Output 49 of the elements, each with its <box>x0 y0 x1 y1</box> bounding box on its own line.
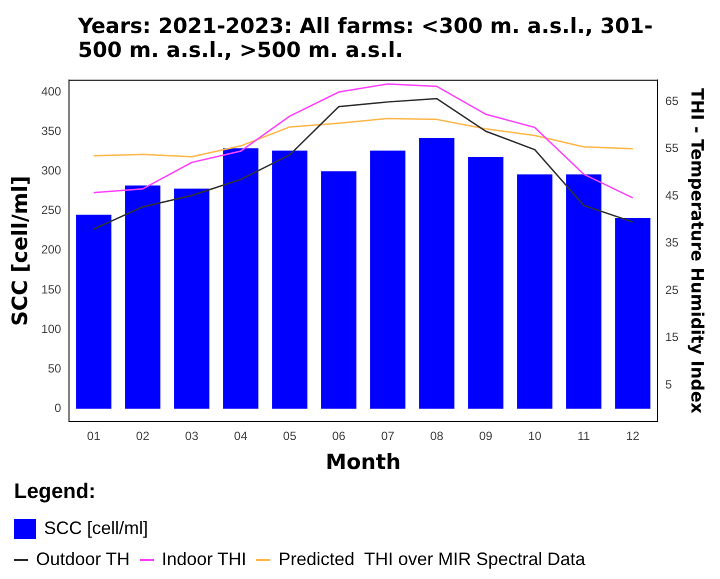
bar <box>370 150 406 409</box>
bar <box>615 218 650 409</box>
y-tick-label: 200 <box>41 242 62 257</box>
bar <box>517 174 552 409</box>
bar <box>566 174 602 409</box>
x-tick-label: 08 <box>430 428 444 443</box>
bar <box>272 150 308 409</box>
x-tick-label: 04 <box>234 428 248 443</box>
bar <box>419 138 454 409</box>
bar <box>174 188 210 409</box>
x-tick-label: 02 <box>136 428 150 443</box>
y2-tick-label: 65 <box>665 94 679 108</box>
y-tick-label: 250 <box>41 203 62 218</box>
x-tick-label: 10 <box>528 428 542 443</box>
legend-label: Outdoor TH <box>36 549 130 570</box>
y2-tick-label: 25 <box>665 282 679 297</box>
y2-tick-label: 55 <box>665 141 679 156</box>
y-tick-label: 50 <box>48 361 62 376</box>
y-tick-label: 400 <box>41 84 62 98</box>
bar <box>125 185 160 409</box>
y-tick-label: 300 <box>41 164 62 178</box>
x-axis-title: Month <box>326 450 401 474</box>
bar <box>223 148 258 409</box>
legend-label: Predicted THI over MIR Spectral Data <box>278 549 586 570</box>
bar <box>321 171 356 409</box>
x-tick-label: 09 <box>479 428 493 443</box>
y2-tick-label: 45 <box>665 188 679 202</box>
chart-title: Years: 2021-2023: All farms: <300 m. a.s.l., 301-500 m. a.s.l., >500 m. a.s.l. <box>78 14 654 62</box>
legend-title: Legend: <box>14 480 97 504</box>
y2-tick-label: 5 <box>665 377 672 392</box>
y-tick-label: 0 <box>54 401 62 416</box>
legend-label: SCC [cell/ml] <box>44 518 148 539</box>
y-axis-title: SCC [cell/ml] <box>8 176 32 326</box>
y2-tick-label: 15 <box>665 330 679 344</box>
x-tick-label: 03 <box>185 428 199 443</box>
x-tick-label: 11 <box>578 428 590 443</box>
x-tick-label: 12 <box>626 428 640 443</box>
x-tick-label: 06 <box>332 428 346 443</box>
y2-tick-label: 35 <box>665 236 679 250</box>
bar <box>76 214 112 409</box>
x-tick-label: 07 <box>381 428 395 443</box>
y-tick-label: 100 <box>41 322 62 336</box>
bar <box>468 156 504 409</box>
x-tick-label: 01 <box>87 428 101 443</box>
y-tick-label: 150 <box>41 282 62 296</box>
y2-axis-title: THI - Temperature Humidity Index <box>686 88 706 414</box>
y-tick-label: 350 <box>41 124 62 138</box>
legend-label: Indoor THI <box>162 549 246 570</box>
x-tick-label: 05 <box>283 428 297 443</box>
